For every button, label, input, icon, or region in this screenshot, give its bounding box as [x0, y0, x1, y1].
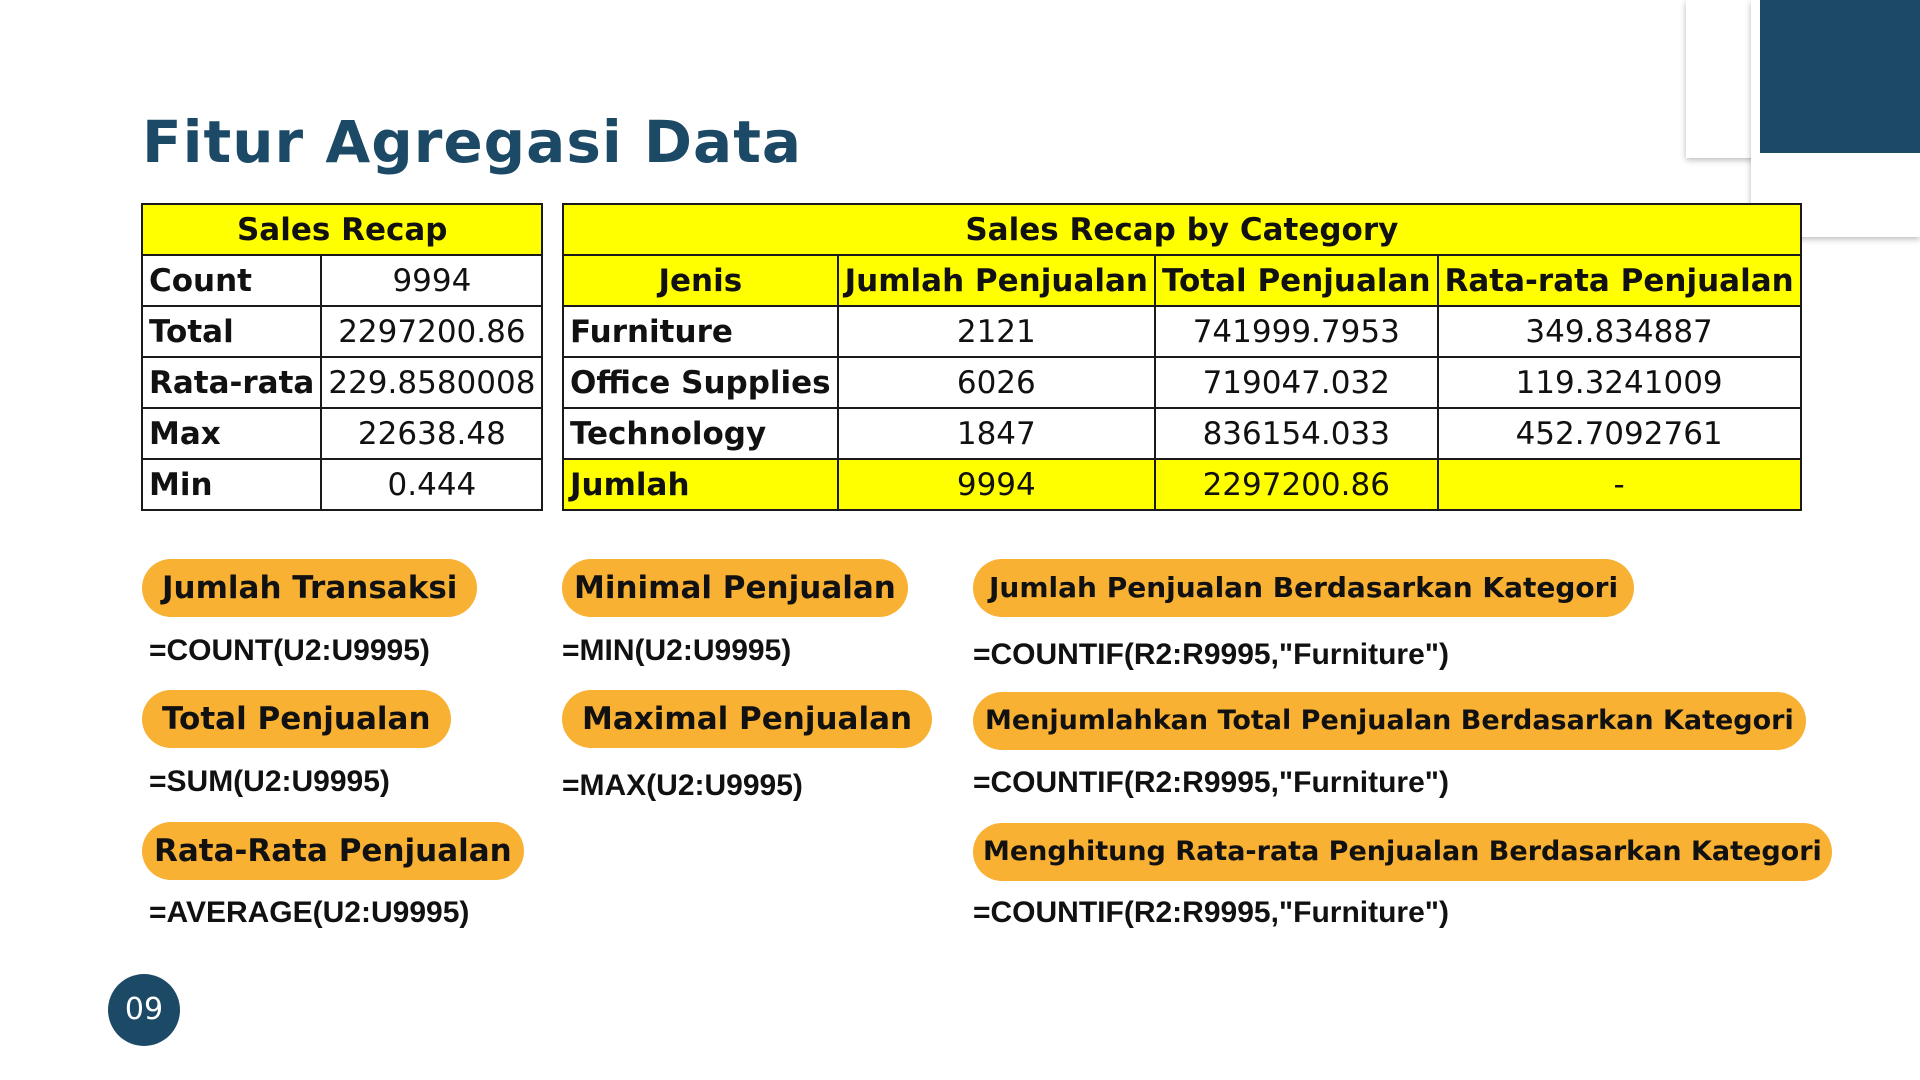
row-label: Count — [140, 254, 323, 307]
table-row: Rata-rata 229.8580008 — [140, 356, 544, 409]
total-value: - — [1436, 458, 1802, 511]
row-value: 0.444 — [320, 458, 544, 511]
max-formula: =MAX(U2:U9995) — [562, 769, 803, 802]
row-label: Total — [140, 305, 323, 358]
category-recap-header: Sales Recap by Category — [562, 203, 1802, 256]
category-cell: Technology — [562, 407, 839, 460]
row-label: Min — [140, 458, 323, 511]
table-row: Max 22638.48 — [140, 407, 544, 460]
table-row: Furniture 2121 741999.7953 349.834887 — [562, 305, 1802, 358]
sales-recap-header: Sales Recap — [140, 203, 544, 256]
countif-function-label: Jumlah Penjualan Berdasarkan Kategori — [973, 559, 1635, 617]
table-row: Office Supplies 6026 719047.032 119.3241… — [562, 356, 1802, 409]
table-row: Min 0.444 — [140, 458, 544, 511]
row-value: 2297200.86 — [320, 305, 544, 358]
table-row: Technology 1847 836154.033 452.7092761 — [562, 407, 1802, 460]
value-cell: 452.7092761 — [1436, 407, 1802, 460]
sumif-function-label: Menjumlahkan Total Penjualan Berdasarkan… — [973, 692, 1806, 750]
column-header: Total Penjualan — [1153, 254, 1439, 307]
max-function-label: Maximal Penjualan — [562, 690, 933, 748]
column-header: Jumlah Penjualan — [836, 254, 1156, 307]
value-cell: 836154.033 — [1153, 407, 1439, 460]
column-header: Rata-rata Penjualan — [1436, 254, 1802, 307]
min-formula: =MIN(U2:U9995) — [562, 634, 792, 667]
average-function-label: Rata-Rata Penjualan — [142, 822, 524, 880]
slide-title: Fitur Agregasi Data — [142, 108, 803, 176]
sum-formula: =SUM(U2:U9995) — [149, 765, 390, 798]
total-value: 9994 — [836, 458, 1156, 511]
decorative-navy-block — [1760, 0, 1920, 153]
row-label: Rata-rata — [140, 356, 323, 409]
average-formula: =AVERAGE(U2:U9995) — [149, 896, 470, 929]
value-cell: 6026 — [836, 356, 1156, 409]
row-value: 22638.48 — [320, 407, 544, 460]
category-cell: Furniture — [562, 305, 839, 358]
column-header: Jenis — [562, 254, 839, 307]
value-cell: 741999.7953 — [1153, 305, 1439, 358]
countif-formula: =COUNTIF(R2:R9995,"Furniture") — [973, 638, 1450, 671]
page-number-badge: 09 — [108, 974, 180, 1046]
count-formula: =COUNT(U2:U9995) — [149, 634, 430, 667]
min-function-label: Minimal Penjualan — [562, 559, 908, 617]
sales-recap-table: Sales Recap Count 9994 Total 2297200.86 … — [140, 203, 544, 511]
count-function-label: Jumlah Transaksi — [142, 559, 478, 617]
value-cell: 1847 — [836, 407, 1156, 460]
total-value: 2297200.86 — [1153, 458, 1439, 511]
value-cell: 719047.032 — [1153, 356, 1439, 409]
value-cell: 119.3241009 — [1436, 356, 1802, 409]
column-header-row: Jenis Jumlah Penjualan Total Penjualan R… — [562, 254, 1802, 307]
sumif-formula: =COUNTIF(R2:R9995,"Furniture") — [973, 766, 1450, 799]
value-cell: 2121 — [836, 305, 1156, 358]
averageif-function-label: Menghitung Rata-rata Penjualan Berdasark… — [973, 823, 1832, 881]
table-row: Count 9994 — [140, 254, 544, 307]
row-value: 9994 — [320, 254, 544, 307]
total-label: Jumlah — [562, 458, 839, 511]
averageif-formula: =COUNTIF(R2:R9995,"Furniture") — [973, 896, 1450, 929]
category-cell: Office Supplies — [562, 356, 839, 409]
category-recap-table: Sales Recap by Category Jenis Jumlah Pen… — [562, 203, 1802, 511]
total-row: Jumlah 9994 2297200.86 - — [562, 458, 1802, 511]
sum-function-label: Total Penjualan — [142, 690, 451, 748]
row-label: Max — [140, 407, 323, 460]
row-value: 229.8580008 — [320, 356, 544, 409]
table-row: Total 2297200.86 — [140, 305, 544, 358]
value-cell: 349.834887 — [1436, 305, 1802, 358]
